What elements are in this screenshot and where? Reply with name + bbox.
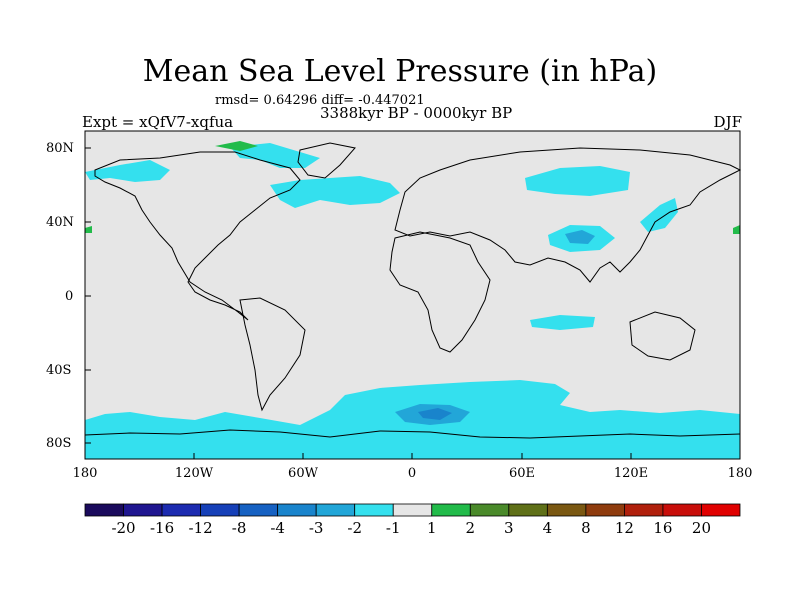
colorbar-swatch	[469, 503, 510, 517]
anomaly-positive-arctic	[215, 141, 258, 151]
anomaly-positive-west	[85, 226, 92, 233]
anomaly-japan	[640, 198, 678, 232]
x-tick-0: 0	[407, 466, 417, 481]
colorbar-label: -2	[347, 519, 363, 537]
colorbar-label: 8	[581, 519, 591, 537]
colorbar-label: 2	[465, 519, 476, 537]
map-title: Mean Sea Level Pressure (in hPa)	[142, 54, 658, 89]
x-tick-60e: 60E	[508, 466, 536, 481]
y-tick-40n: 40N	[46, 215, 74, 230]
colorbar-swatch	[392, 503, 433, 517]
x-tick-180e: 180	[727, 466, 753, 481]
colorbar-label: -20	[111, 519, 136, 537]
colorbar-label: -8	[231, 519, 247, 537]
colorbar-swatch	[624, 503, 664, 517]
colorbar-swatch	[585, 503, 625, 517]
colorbar-label: -12	[188, 519, 213, 537]
colorbar-swatch	[662, 503, 702, 517]
anomaly-south-core	[418, 408, 452, 420]
colorbar-label: -3	[308, 519, 324, 537]
colorbar-swatch	[238, 503, 279, 517]
colorbar-label: -4	[270, 519, 285, 537]
colorbar-swatch	[200, 503, 240, 517]
x-tick-60w: 60W	[288, 466, 318, 481]
x-tick-120w: 120W	[174, 466, 214, 481]
colorbar-swatch	[277, 503, 317, 517]
coast-australia	[629, 311, 696, 361]
season-label: DJF	[713, 113, 742, 131]
time-period: 3388kyr BP - 0000kyr BP	[320, 104, 513, 122]
y-tick-80s: 80S	[46, 436, 72, 451]
colorbar-swatch	[315, 503, 356, 517]
colorbar-label: 20	[691, 519, 712, 537]
y-tick-80n: 80N	[46, 141, 74, 156]
y-tick-40s: 40S	[46, 363, 72, 378]
anomaly-arctic	[230, 143, 320, 168]
colorbar-label: -16	[149, 519, 175, 537]
anomaly-siberia	[525, 166, 630, 196]
anomaly-tibet-core	[565, 230, 595, 244]
colorbar-swatch	[123, 503, 163, 517]
anomaly-positive-east	[733, 225, 740, 234]
y-tick-0: 0	[65, 289, 74, 304]
coast-south-america	[239, 297, 306, 412]
coast-africa	[389, 231, 491, 353]
colorbar-label: 16	[653, 519, 673, 537]
experiment-label: Expt = xQfV7-xqfua	[82, 113, 234, 131]
colorbar-label: 3	[504, 519, 514, 537]
axis-ticks	[84, 147, 741, 459]
colorbar-swatch	[546, 503, 587, 517]
x-tick-180w: 180	[72, 466, 98, 481]
colorbar-swatch	[161, 503, 201, 517]
colorbar-label: 4	[542, 519, 553, 537]
colorbar-swatch	[354, 503, 394, 517]
coast-north-america	[94, 151, 301, 321]
colorbar-label: 1	[426, 519, 437, 537]
anomaly-indian-ocean	[530, 315, 595, 330]
colorbar-swatch	[508, 503, 548, 517]
anomaly-north-atlantic	[270, 176, 400, 208]
anomaly-canada	[85, 160, 170, 182]
colorbar-swatch	[701, 503, 741, 517]
rmsd-diff-stats: rmsd= 0.64296 diff= -0.447021	[215, 93, 425, 108]
colorbar-swatch	[431, 503, 471, 517]
anomaly-fields	[85, 141, 740, 459]
x-tick-120e: 120E	[613, 466, 649, 481]
colorbar-label: 12	[614, 519, 634, 537]
colorbar-swatch	[84, 503, 124, 517]
colorbar-label: -1	[385, 519, 401, 537]
coastlines	[84, 142, 742, 439]
colorbar	[84, 503, 741, 517]
coast-eurasia	[394, 147, 742, 283]
coast-antarctica	[84, 429, 741, 439]
coast-greenland	[297, 142, 356, 179]
